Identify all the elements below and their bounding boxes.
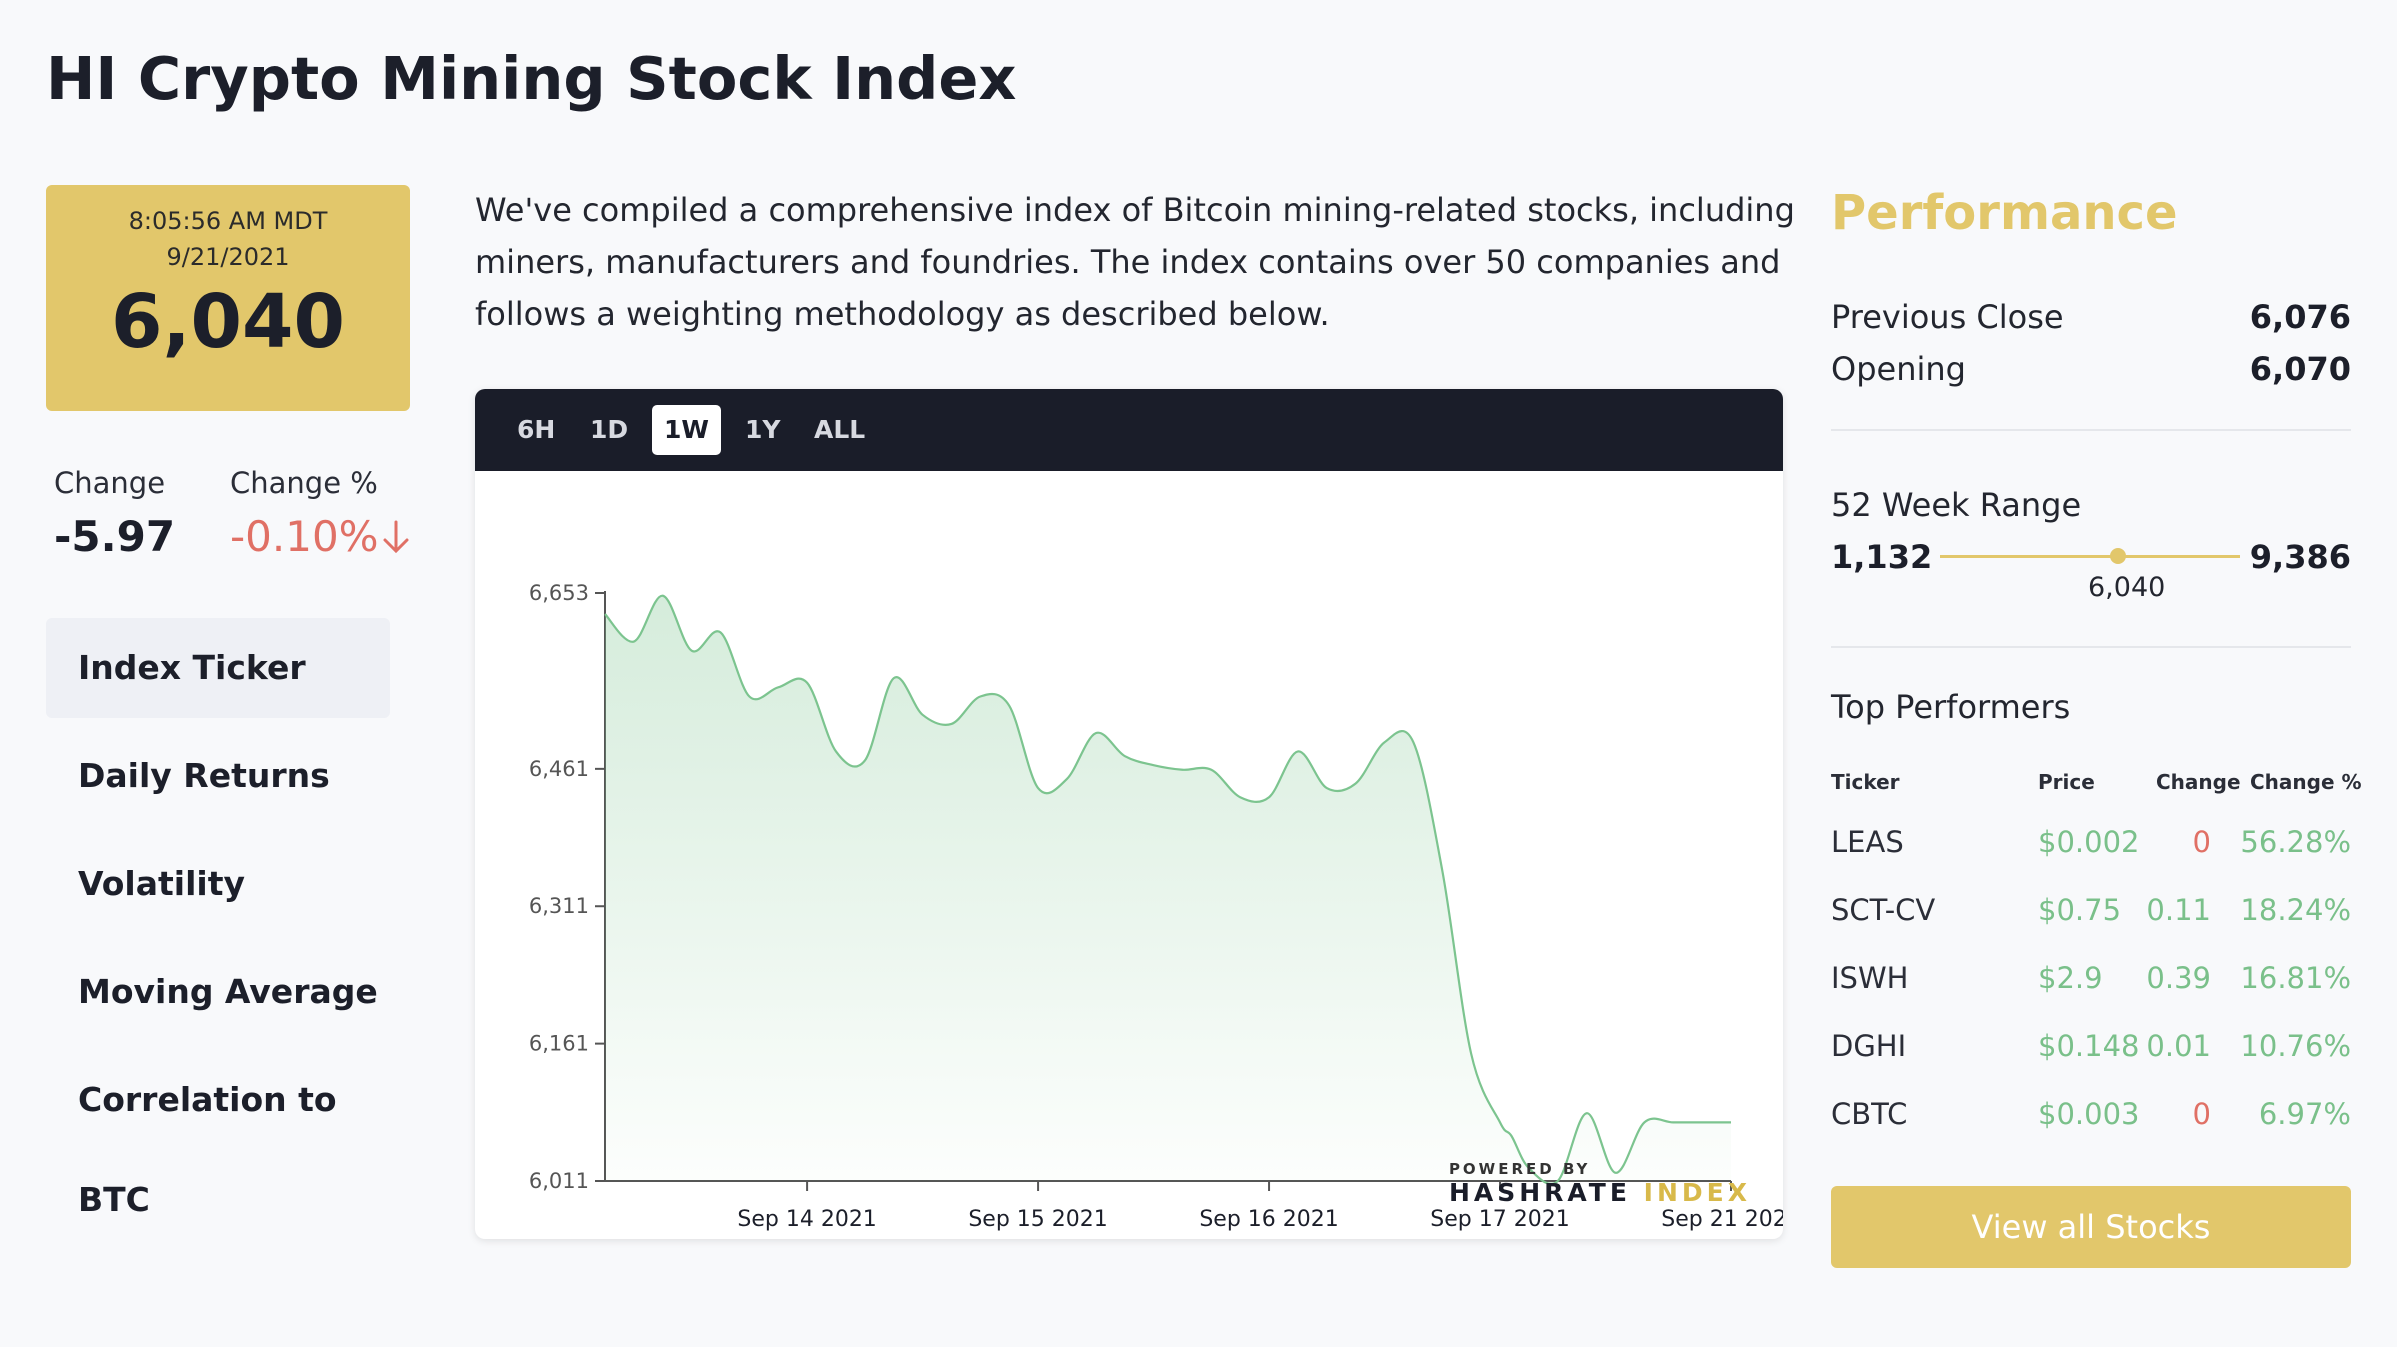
y-tick-label: 6,011 <box>529 1169 589 1193</box>
sidebar-item-moving-average[interactable]: Moving Average <box>78 972 378 1011</box>
range-all-button[interactable]: ALL <box>814 415 866 444</box>
range-1d-button[interactable]: 1D <box>590 415 629 444</box>
divider <box>1831 646 2351 648</box>
sidebar-item-correlation-btc[interactable]: Correlation to BTC <box>78 1080 337 1219</box>
y-tick-label: 6,461 <box>529 757 589 781</box>
index-chart: 6,011 6,161 6,311 6,461 6,653 Sep 14 2021 Sep … <box>529 581 1783 1232</box>
change-pct-cell: 6.97% <box>2258 1097 2351 1131</box>
ticker-cell: CBTC <box>1831 1097 1908 1131</box>
ticker-cell: ISWH <box>1831 961 1909 995</box>
series-line <box>604 594 1731 1186</box>
col-price-header: Price <box>2038 770 2095 794</box>
opening-row: Opening 6,070 <box>1831 350 2351 388</box>
sidebar-item-daily-returns[interactable]: Daily Returns <box>78 756 330 795</box>
index-description: We've compiled a comprehensive index of … <box>475 191 1795 333</box>
change-pct-cell: 16.81% <box>2240 961 2351 995</box>
previous-close-label: Previous Close <box>1831 298 2064 336</box>
range-6h-button[interactable]: 6H <box>517 415 556 444</box>
brand-main: HASHRATE <box>1448 1178 1631 1207</box>
performance-title: Performance <box>1831 185 2178 241</box>
powered-by-branding: POWERED BY HASHRATE INDEX <box>1449 1160 1751 1207</box>
price-cell: $2.9 <box>2038 961 2103 995</box>
x-tick-label: Sep 21 2021 <box>1661 1207 1783 1232</box>
y-tick-label: 6,653 <box>529 581 589 605</box>
price-date: 9/21/2021 <box>166 243 290 271</box>
ticker-cell: DGHI <box>1831 1029 1907 1063</box>
price-cell: $0.002 <box>2038 825 2140 859</box>
sidebar-item-volatility[interactable]: Volatility <box>78 864 245 903</box>
x-tick-label: Sep 14 2021 <box>737 1207 876 1232</box>
previous-close-row: Previous Close 6,076 <box>1831 298 2351 336</box>
price-cell: $0.75 <box>2038 893 2122 927</box>
ticker-cell: SCT-CV <box>1831 893 1936 927</box>
change-cell: 0.39 <box>2146 961 2211 995</box>
hashrate-index-logo: HASHRATE INDEX <box>1449 1178 1751 1207</box>
brand-accent: INDEX <box>1643 1178 1751 1207</box>
index-value: 6,040 <box>110 279 346 365</box>
price-cell: $0.003 <box>2038 1097 2140 1131</box>
price-cell: $0.148 <box>2038 1029 2140 1063</box>
range-1y-button[interactable]: 1Y <box>745 415 781 444</box>
col-change-header: Change <box>2156 770 2241 794</box>
sidebar-item-index-ticker[interactable]: Index Ticker <box>46 618 390 718</box>
change-label: Change <box>54 466 166 500</box>
opening-label: Opening <box>1831 350 1966 388</box>
range-1w-button[interactable]: 1W <box>652 405 721 455</box>
change-pct-text: -0.10% <box>230 512 379 561</box>
change-pct-cell: 56.28% <box>2240 825 2351 859</box>
change-cell: 0 <box>2192 825 2211 859</box>
y-tick-label: 6,161 <box>529 1032 589 1056</box>
opening-value: 6,070 <box>2249 350 2351 388</box>
change-value: -5.97 <box>54 512 176 561</box>
change-pct-cell: 10.76% <box>2240 1029 2351 1063</box>
divider <box>1831 429 2351 431</box>
range-selector: 6H 1D 1W 1Y ALL <box>475 389 1783 471</box>
y-tick-label: 6,311 <box>529 894 589 918</box>
change-pct-value: -0.10% <box>230 512 411 561</box>
change-cell: 0.01 <box>2146 1029 2211 1063</box>
week52-range-bar <box>1940 555 2240 558</box>
x-tick-label: Sep 15 2021 <box>968 1207 1107 1232</box>
week52-low: 1,132 <box>1831 538 1933 576</box>
change-pct-label: Change % <box>230 466 378 500</box>
week52-high: 9,386 <box>2249 538 2351 576</box>
change-pct-cell: 18.24% <box>2240 893 2351 927</box>
price-card: 8:05:56 AM MDT 9/21/2021 6,040 <box>46 185 410 411</box>
ticker-cell: LEAS <box>1831 825 1904 859</box>
col-change-pct-header: Change % <box>2250 770 2362 794</box>
week52-current: 6,040 <box>2088 572 2166 603</box>
previous-close-value: 6,076 <box>2249 298 2351 336</box>
page-title: HI Crypto Mining Stock Index <box>46 44 1017 113</box>
chart-card: 6H 1D 1W 1Y ALL 6,011 6,161 6,311 6,461 6,65… <box>475 389 1783 1239</box>
price-time: 8:05:56 AM MDT <box>128 207 328 235</box>
top-performers-title: Top Performers <box>1831 688 2071 726</box>
col-ticker-header: Ticker <box>1831 770 1900 794</box>
series-area <box>605 595 1731 1184</box>
x-tick-label: Sep 16 2021 <box>1199 1207 1338 1232</box>
change-cell: 0.11 <box>2146 893 2211 927</box>
week52-label: 52 Week Range <box>1831 486 2082 524</box>
view-all-stocks-button[interactable]: View all Stocks <box>1831 1186 2351 1268</box>
change-cell: 0 <box>2192 1097 2211 1131</box>
arrow-down-icon <box>383 520 409 554</box>
x-tick-label: Sep 17 2021 <box>1430 1207 1569 1232</box>
powered-by-text: POWERED BY <box>1448 1160 1591 1178</box>
week52-current-marker <box>2110 548 2127 564</box>
